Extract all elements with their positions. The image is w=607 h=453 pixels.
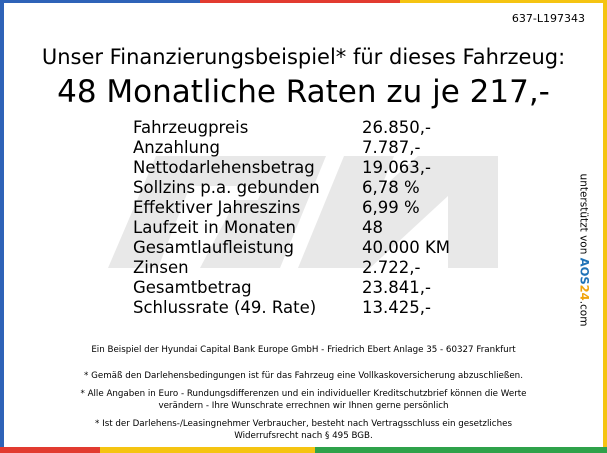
financing-row-label: Effektiver Jahreszins — [133, 198, 301, 217]
top-color-border — [0, 0, 607, 3]
financing-row-label: Schlussrate (49. Rate) — [133, 298, 317, 317]
financing-row: Gesamtlaufleistung 40.000 KM — [133, 238, 512, 258]
financing-row-label: Laufzeit in Monaten — [133, 218, 296, 237]
monthly-rate-headline: 48 Monatliche Raten zu je 217,- — [57, 74, 550, 110]
headline: Unser Finanzierungsbeispiel* für dieses … — [41, 45, 566, 69]
financing-row: Schlussrate (49. Rate) 13.425,- — [133, 298, 512, 318]
financing-row: Sollzins p.a. gebunden 6,78 % — [133, 178, 512, 198]
financing-row-label: Nettodarlehensbetrag — [133, 158, 315, 177]
footnote-consumer-line1: * Ist der Darlehens-/Leasingnehmer Verbr… — [95, 419, 512, 429]
left-color-border — [0, 0, 4, 453]
financing-row-value: 6,99 % — [362, 198, 420, 217]
sponsor-brand-24: 24 — [577, 284, 592, 301]
financing-row: Effektiver Jahreszins 6,99 % — [133, 198, 512, 218]
bottom-color-border — [0, 447, 607, 453]
financing-row-label: Sollzins p.a. gebunden — [133, 178, 320, 197]
financing-row-value: 13.425,- — [362, 298, 431, 317]
financing-row-label: Anzahlung — [133, 138, 220, 157]
financing-row-value: 40.000 KM — [362, 238, 451, 257]
financing-row: Fahrzeugpreis 26.850,- — [133, 118, 512, 138]
financing-row-value: 6,78 % — [362, 178, 420, 197]
financing-row-value: 23.841,- — [362, 278, 431, 297]
financing-row-value: 2.722,- — [362, 258, 421, 277]
offer-id: 637-L197343 — [511, 12, 585, 25]
right-color-border — [603, 0, 607, 453]
footnote-bank: Ein Beispiel der Hyundai Capital Bank Eu… — [91, 345, 516, 355]
financing-row: Laufzeit in Monaten 48 — [133, 218, 512, 238]
financing-row-label: Fahrzeugpreis — [133, 118, 249, 137]
sponsor-prefix: unterstützt von — [577, 173, 590, 258]
footnote-amounts-line1: * Alle Angaben in Euro - Rundungsdiffere… — [80, 389, 527, 399]
sponsor-brand-aos: AOS — [577, 257, 592, 285]
financing-row-value: 48 — [362, 218, 383, 237]
financing-row: Gesamtbetrag 23.841,- — [133, 278, 512, 298]
brand-logo-watermark — [108, 156, 498, 268]
sponsor-credit: unterstützt von AOS24.com — [574, 165, 594, 335]
sponsor-suffix: .com — [577, 300, 590, 327]
financing-row: Nettodarlehensbetrag 19.063,- — [133, 158, 512, 178]
financing-table: Fahrzeugpreis 26.850,- Anzahlung 7.787,- Net… — [133, 118, 512, 318]
financing-row-value: 26.850,- — [362, 118, 431, 137]
footnote-amounts-line2: verändern - Ihre Wunschrate errechnen wi… — [158, 401, 449, 411]
footnote-insurance: * Gemäß den Darlehensbedingungen ist für… — [84, 371, 523, 381]
financing-row-label: Zinsen — [133, 258, 189, 277]
financing-row: Zinsen 2.722,- — [133, 258, 512, 278]
footnotes: Ein Beispiel der Hyundai Capital Bank Eu… — [20, 344, 587, 442]
financing-row-value: 7.787,- — [362, 138, 421, 157]
footnote-consumer-line2: Widerrufsrecht nach § 495 BGB. — [234, 431, 373, 441]
financing-row-label: Gesamtbetrag — [133, 278, 252, 297]
financing-row-label: Gesamtlaufleistung — [133, 238, 294, 257]
financing-row: Anzahlung 7.787,- — [133, 138, 512, 158]
financing-row-value: 19.063,- — [362, 158, 431, 177]
